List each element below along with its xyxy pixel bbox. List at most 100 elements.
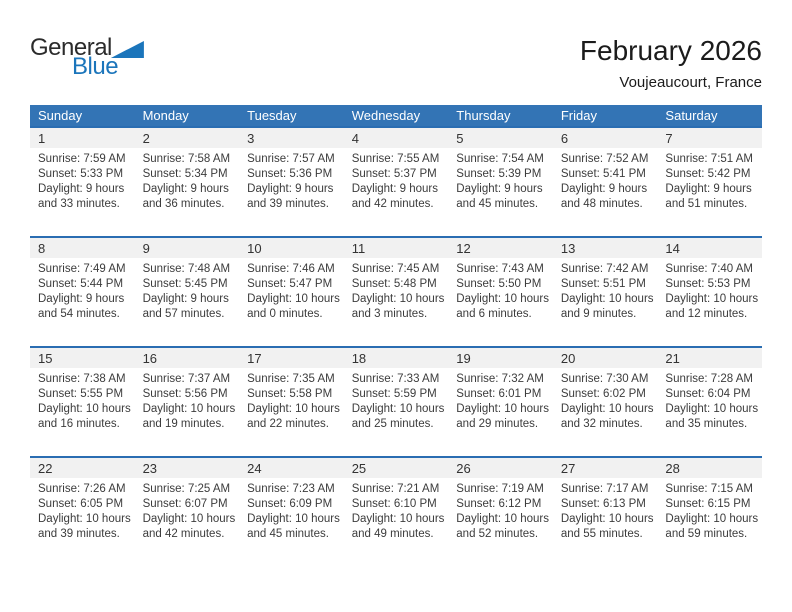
daylight-text-line1: Daylight: 10 hours: [142, 403, 236, 415]
sunset-text: Sunset: 6:07 PM: [142, 498, 228, 510]
daylight-text-line1: Daylight: 9 hours: [560, 183, 648, 195]
sunset-text: Sunset: 5:51 PM: [560, 278, 646, 290]
sunrise-text: Sunrise: 7:48 AM: [142, 263, 231, 275]
sunset-text: Sunset: 5:50 PM: [456, 278, 542, 290]
daylight-text-line2: and 0 minutes.: [247, 308, 323, 320]
day-number: 22: [38, 460, 53, 476]
day-number-strip: 8 9 10 11 12 13 14: [30, 238, 762, 258]
sunrise-text: Sunrise: 7:35 AM: [247, 373, 335, 385]
sunrise-text: Sunrise: 7:38 AM: [38, 373, 126, 385]
sunset-text: Sunset: 6:02 PM: [560, 388, 646, 400]
day-cell: Sunrise: 7:15 AM Sunset: 6:15 PM Daylight:…: [657, 478, 762, 542]
day-number: 5: [456, 130, 464, 146]
day-cell: Sunrise: 7:43 AM Sunset: 5:50 PM Daylight:…: [448, 258, 553, 322]
daylight-text-line1: Daylight: 10 hours: [560, 513, 654, 525]
day-cell: Sunrise: 7:57 AM Sunset: 5:36 PM Daylight:…: [239, 148, 344, 212]
day-content-strip: Sunrise: 7:26 AM Sunset: 6:05 PM Daylight:…: [30, 478, 762, 542]
day-cell: Sunrise: 7:38 AM Sunset: 5:55 PM Daylight:…: [30, 368, 135, 432]
sunset-text: Sunset: 5:45 PM: [142, 278, 228, 290]
sunrise-text: Sunrise: 7:21 AM: [351, 483, 440, 495]
daylight-text-line2: and 12 minutes.: [665, 308, 748, 320]
day-number: 12: [456, 240, 471, 256]
sunset-text: Sunset: 5:44 PM: [38, 278, 124, 290]
month-title: February 2026: [579, 35, 762, 66]
sunset-text: Sunset: 6:15 PM: [665, 498, 751, 510]
day-cell: Sunrise: 7:33 AM Sunset: 5:59 PM Daylight:…: [344, 368, 449, 432]
day-number: 10: [247, 240, 262, 256]
sunset-text: Sunset: 5:41 PM: [560, 168, 646, 180]
daylight-text-line2: and 39 minutes.: [247, 198, 329, 210]
sunrise-text: Sunrise: 7:23 AM: [247, 483, 335, 495]
weekday-header-saturday: Saturday: [665, 108, 718, 123]
daylight-text-line1: Daylight: 10 hours: [351, 293, 445, 305]
day-cell: Sunrise: 7:51 AM Sunset: 5:42 PM Daylight:…: [657, 148, 762, 212]
daylight-text-line1: Daylight: 9 hours: [456, 183, 543, 195]
day-content-strip: Sunrise: 7:59 AM Sunset: 5:33 PM Daylight:…: [30, 148, 762, 212]
sunset-text: Sunset: 5:47 PM: [247, 278, 333, 290]
day-number-strip: 22 23 24 25 26 27 28: [30, 458, 762, 478]
sunset-text: Sunset: 5:59 PM: [351, 388, 437, 400]
sunset-text: Sunset: 5:42 PM: [665, 168, 751, 180]
day-content-strip: Sunrise: 7:49 AM Sunset: 5:44 PM Daylight:…: [30, 258, 762, 322]
daylight-text-line2: and 49 minutes.: [351, 528, 434, 540]
day-number-strip: 15 16 17 18 19 20 21: [30, 348, 762, 368]
daylight-text-line2: and 29 minutes.: [456, 418, 539, 430]
sunrise-text: Sunrise: 7:59 AM: [38, 153, 126, 165]
daylight-text-line2: and 52 minutes.: [456, 528, 539, 540]
daylight-text-line2: and 51 minutes.: [665, 198, 748, 210]
sunrise-text: Sunrise: 7:54 AM: [456, 153, 544, 165]
daylight-text-line2: and 3 minutes.: [351, 308, 428, 320]
day-number: 9: [142, 240, 150, 256]
day-cell: Sunrise: 7:17 AM Sunset: 6:13 PM Daylight:…: [553, 478, 658, 542]
day-cell: Sunrise: 7:32 AM Sunset: 6:01 PM Daylight:…: [448, 368, 553, 432]
daylight-text-line2: and 19 minutes.: [142, 418, 225, 430]
week-row: 1 2 3 4 5 6 7 Sunrise: 7:59 AM Sunset: 5:33 PM Da…: [30, 126, 762, 236]
sunrise-text: Sunrise: 7:15 AM: [665, 483, 753, 495]
day-number: 15: [38, 350, 53, 366]
daylight-text-line2: and 39 minutes.: [38, 528, 120, 540]
day-number: 24: [247, 460, 262, 476]
day-cell: Sunrise: 7:37 AM Sunset: 5:56 PM Daylight:…: [135, 368, 240, 432]
sunset-text: Sunset: 5:56 PM: [142, 388, 228, 400]
day-cell: Sunrise: 7:55 AM Sunset: 5:37 PM Daylight:…: [344, 148, 449, 212]
day-number: 17: [247, 350, 262, 366]
daylight-text-line1: Daylight: 10 hours: [247, 403, 340, 415]
day-number: 6: [560, 130, 569, 146]
weekday-header-wednesday: Wednesday: [351, 108, 421, 123]
title-block: February 2026 Voujeaucourt, France: [579, 35, 762, 91]
day-cell: Sunrise: 7:25 AM Sunset: 6:07 PM Daylight:…: [135, 478, 240, 542]
sunrise-text: Sunrise: 7:19 AM: [456, 483, 544, 495]
day-number: 27: [560, 460, 576, 476]
daylight-text-line2: and 45 minutes.: [456, 198, 539, 210]
day-number: 14: [665, 240, 680, 256]
general-blue-logo: General Blue: [30, 36, 144, 79]
daylight-text-line2: and 22 minutes.: [247, 418, 329, 430]
daylight-text-line1: Daylight: 10 hours: [38, 403, 131, 415]
day-cell: Sunrise: 7:26 AM Sunset: 6:05 PM Daylight:…: [30, 478, 135, 542]
logo-line-1: General: [30, 36, 144, 60]
sunrise-text: Sunrise: 7:32 AM: [456, 373, 544, 385]
daylight-text-line2: and 42 minutes.: [351, 198, 434, 210]
sunrise-text: Sunrise: 7:43 AM: [456, 263, 544, 275]
day-cell: Sunrise: 7:59 AM Sunset: 5:33 PM Daylight:…: [30, 148, 135, 212]
sunrise-text: Sunrise: 7:51 AM: [665, 153, 753, 165]
daylight-text-line1: Daylight: 10 hours: [142, 513, 236, 525]
day-number: 7: [665, 130, 673, 146]
daylight-text-line2: and 6 minutes.: [456, 308, 532, 320]
weekday-header-monday: Monday: [142, 108, 189, 123]
daylight-text-line1: Daylight: 10 hours: [456, 513, 549, 525]
daylight-text-line1: Daylight: 9 hours: [38, 293, 125, 305]
sunrise-text: Sunrise: 7:52 AM: [560, 153, 649, 165]
sunset-text: Sunset: 6:01 PM: [456, 388, 542, 400]
sunrise-text: Sunrise: 7:58 AM: [142, 153, 231, 165]
day-content-strip: Sunrise: 7:38 AM Sunset: 5:55 PM Daylight:…: [30, 368, 762, 432]
weekday-header-thursday: Thursday: [456, 108, 511, 123]
weekday-header-row: Sunday Monday Tuesday Wednesday Thursday Frid…: [30, 105, 762, 126]
day-cell: Sunrise: 7:49 AM Sunset: 5:44 PM Daylight:…: [30, 258, 135, 322]
sunrise-text: Sunrise: 7:33 AM: [351, 373, 440, 385]
day-cell: Sunrise: 7:28 AM Sunset: 6:04 PM Daylight:…: [657, 368, 762, 432]
daylight-text-line2: and 32 minutes.: [560, 418, 643, 430]
day-number: 18: [351, 350, 367, 366]
daylight-text-line1: Daylight: 10 hours: [38, 513, 131, 525]
sunrise-text: Sunrise: 7:17 AM: [560, 483, 649, 495]
